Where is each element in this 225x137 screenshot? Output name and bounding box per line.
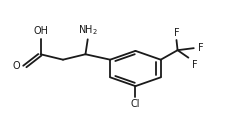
Text: OH: OH (33, 26, 48, 36)
Text: O: O (12, 62, 20, 72)
Text: Cl: Cl (130, 99, 140, 109)
Text: F: F (197, 43, 202, 53)
Text: F: F (191, 60, 196, 70)
Text: NH$_2$: NH$_2$ (77, 23, 97, 37)
Text: F: F (173, 28, 178, 38)
